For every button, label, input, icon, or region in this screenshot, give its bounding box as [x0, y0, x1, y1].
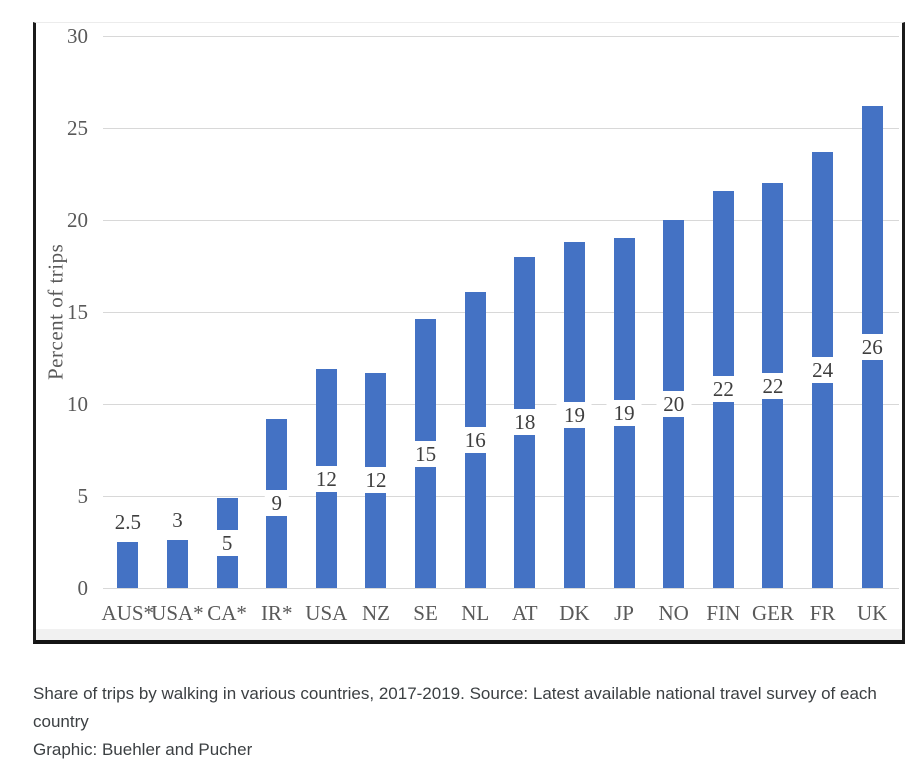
- bar-value-label: 9: [264, 490, 289, 517]
- bar-value-label: 24: [805, 356, 841, 383]
- bar-value-label: 22: [755, 372, 791, 399]
- gridline-y-30: [103, 35, 899, 37]
- x-category-label: CA*: [207, 601, 247, 625]
- x-category-label: NZ: [361, 601, 390, 625]
- x-category-label: AT: [511, 601, 538, 625]
- y-tick-label: 0: [77, 576, 89, 600]
- x-category-label: DK: [559, 601, 590, 625]
- chart-figure: Percent of trips 0 5 10 15 20 25 30 2.5 AUS* 3 USA…: [33, 22, 905, 644]
- plot-area: 0 5 10 15 20 25 30 2.5 AUS* 3 USA* 5 CA* 9 IR* 12 USA 12 N…: [36, 23, 902, 640]
- x-category-label: AUS*: [101, 601, 155, 625]
- gridline-y-10: [103, 403, 899, 405]
- x-category-label: FIN: [706, 601, 741, 625]
- y-tick-label: 10: [67, 392, 88, 416]
- bar-value-label: 18: [507, 409, 543, 436]
- x-category-label: USA: [305, 601, 348, 625]
- bar-value-label: 12: [308, 465, 344, 492]
- gridline-y-5: [103, 495, 899, 497]
- x-category-label: GER: [751, 601, 794, 625]
- caption-line-2: Graphic: Buehler and Pucher: [33, 740, 253, 759]
- x-category-label: IR*: [260, 601, 293, 625]
- gridline-y-0: [103, 587, 899, 589]
- bar-value-label: 20: [656, 391, 692, 417]
- gridline-y-20: [103, 219, 899, 221]
- bar-value-label: 16: [457, 426, 493, 453]
- bar-value-label: 5: [214, 529, 240, 556]
- x-category-label: SE: [413, 601, 438, 625]
- caption-line-1: Share of trips by walking in various cou…: [33, 684, 877, 731]
- y-tick-label: 25: [67, 116, 88, 140]
- bar-value-label: 2.5: [114, 510, 141, 534]
- y-tick-label: 30: [67, 24, 88, 48]
- x-category-label: NL: [461, 601, 490, 625]
- bar-value-label: 26: [854, 333, 890, 360]
- bar-value-label: 22: [705, 376, 741, 403]
- bar-value-label: 12: [358, 467, 394, 494]
- bar: [117, 542, 139, 588]
- caption: Share of trips by walking in various cou…: [33, 680, 905, 764]
- bar-value-label: 19: [606, 400, 642, 427]
- x-category-label: NO: [658, 601, 689, 625]
- gridline-y-25: [103, 127, 899, 129]
- bar-value-label: 19: [556, 402, 592, 429]
- figure-bottom-strip: [36, 629, 902, 640]
- x-category-label: FR: [809, 601, 836, 625]
- x-category-label: JP: [614, 601, 634, 625]
- gridline-y-15: [103, 311, 899, 313]
- x-category-label: USA*: [151, 601, 204, 625]
- y-tick-label: 15: [67, 300, 88, 324]
- x-category-label: UK: [857, 601, 888, 625]
- bar-value-label: 3: [172, 508, 183, 533]
- y-tick-label: 20: [67, 208, 88, 232]
- bar-value-label: 15: [408, 440, 444, 467]
- y-tick-label: 5: [77, 484, 89, 508]
- bar: [166, 540, 188, 588]
